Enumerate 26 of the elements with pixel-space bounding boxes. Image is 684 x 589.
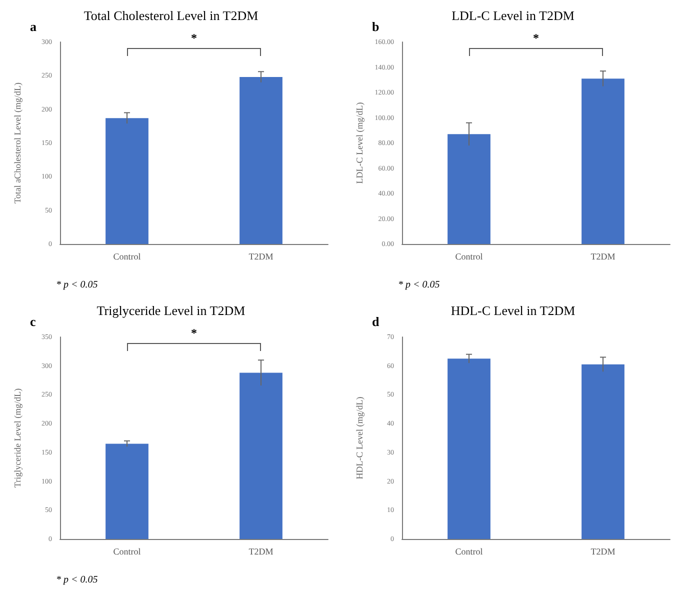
x-tick-label: T2DM <box>248 546 274 556</box>
y-axis-title: Total aCholesterol Level (mg/dL) <box>12 82 22 204</box>
x-tick-label: Control <box>455 546 484 556</box>
x-tick-label: Control <box>455 252 484 262</box>
text: * p < 0.05 <box>56 280 98 290</box>
y-axis-title: LDL-C Level (mg/dL) <box>354 102 364 184</box>
chart-title: Total Cholesterol Level in T2DM <box>84 8 259 23</box>
text: c <box>30 314 36 329</box>
x-tick-label: T2DM <box>590 252 616 262</box>
annotation: * <box>533 31 539 45</box>
annotation: * <box>191 31 197 45</box>
chart-title: LDL-C Level in T2DM <box>452 8 575 23</box>
text: a <box>30 19 37 34</box>
x-tick-label: Control <box>113 252 142 262</box>
annotation: * <box>191 326 197 340</box>
text: d <box>372 314 380 329</box>
x-tick-label: Control <box>113 546 142 556</box>
y-axis-title: HDL-C Level (mg/dL) <box>354 396 364 480</box>
text: * p < 0.05 <box>56 574 98 586</box>
y-axis-title: Triglyceride Level (mg/dL) <box>12 388 22 488</box>
text: b <box>372 19 380 34</box>
x-tick-label: T2DM <box>590 546 616 556</box>
text: * p < 0.05 <box>398 280 440 290</box>
chart-title: HDL-C Level in T2DM <box>450 303 576 318</box>
x-tick-label: T2DM <box>248 252 274 262</box>
chart-title: Triglyceride Level in T2DM <box>96 303 246 318</box>
